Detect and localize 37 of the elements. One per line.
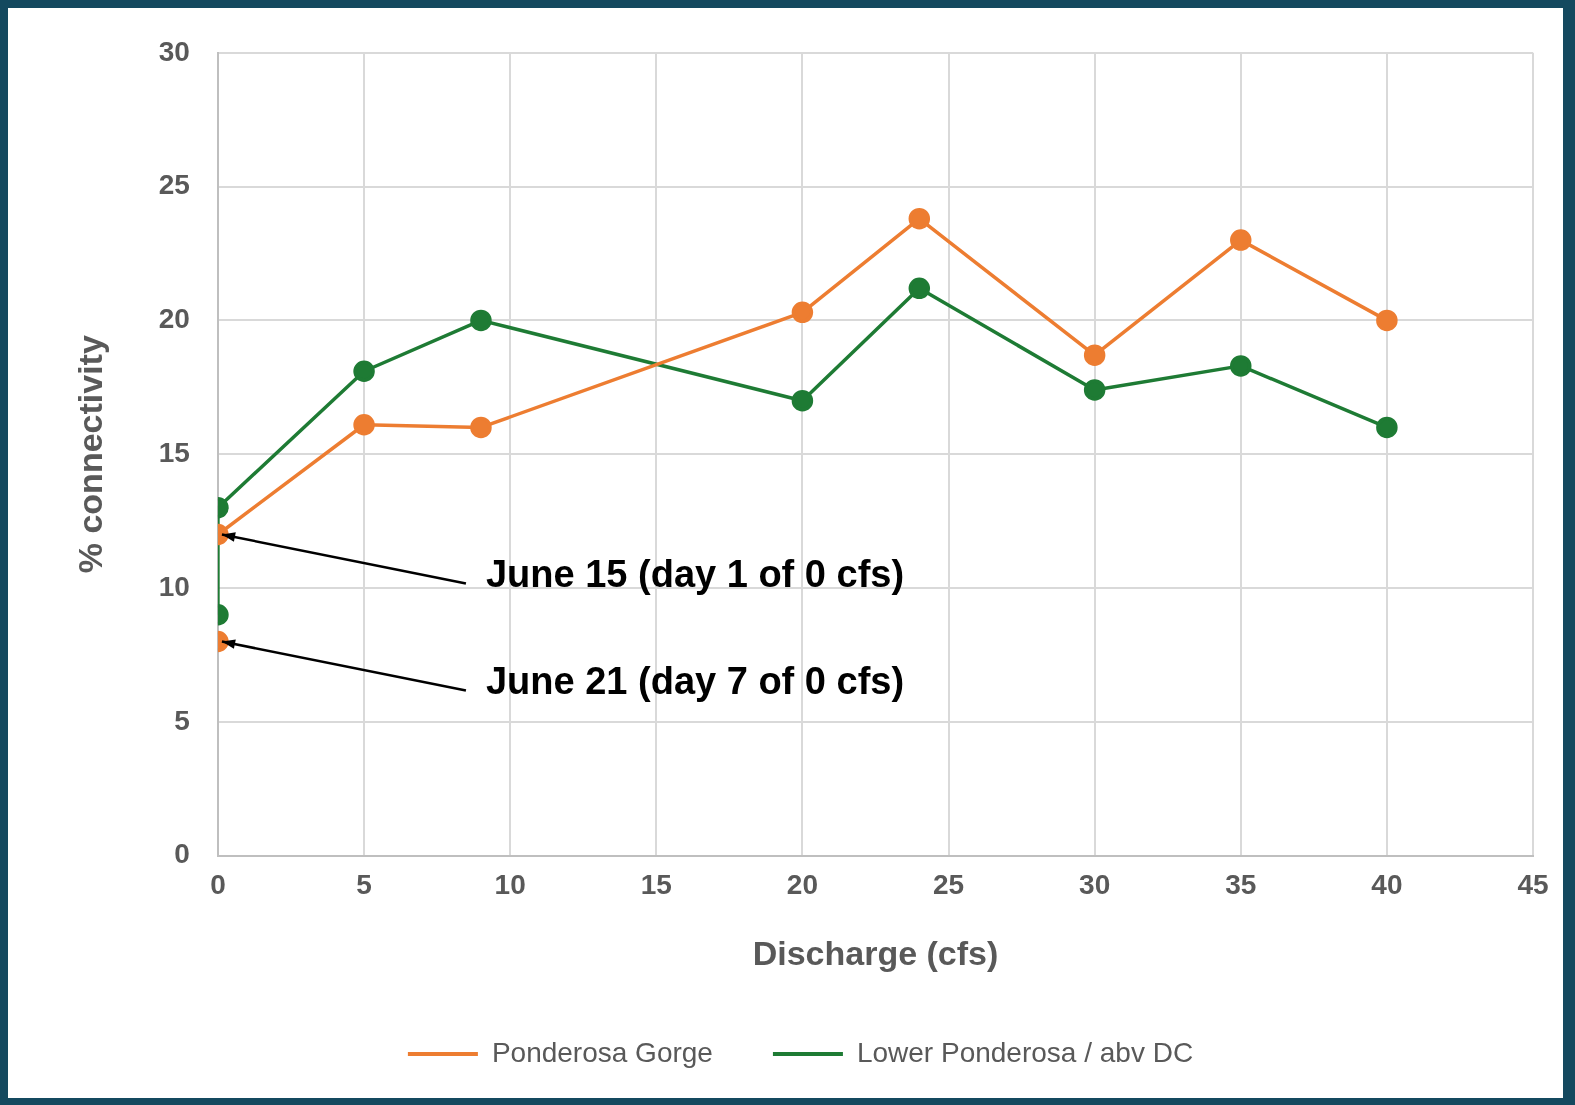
point xyxy=(353,360,375,382)
point xyxy=(1230,355,1252,377)
point xyxy=(908,207,931,230)
point xyxy=(908,277,931,300)
x-axis-title: Discharge (cfs) xyxy=(752,933,999,972)
legend-label: Ponderosa Gorge xyxy=(491,1036,713,1068)
y-tick-label: 15 xyxy=(158,436,190,468)
legend-label: Lower Ponderosa / abv DC xyxy=(856,1036,1194,1068)
x-tick-label: 0 xyxy=(210,869,226,901)
x-tick-label: 45 xyxy=(1517,869,1549,901)
y-tick-label: 10 xyxy=(158,570,190,602)
annotation: June 21 (day 7 of 0 cfs) xyxy=(485,659,905,702)
point xyxy=(1230,229,1252,251)
point xyxy=(1376,309,1398,332)
point xyxy=(1376,416,1398,439)
x-tick-label: 25 xyxy=(932,869,965,901)
point xyxy=(470,309,492,332)
x-tick-label: 30 xyxy=(1079,869,1111,901)
x-tick-label: 5 xyxy=(356,869,372,901)
x-tick-label: 40 xyxy=(1371,869,1403,901)
point xyxy=(1083,344,1106,366)
y-tick-label: 25 xyxy=(158,169,190,201)
y-tick-label: 0 xyxy=(174,838,190,870)
x-tick-label: 10 xyxy=(494,869,526,901)
y-tick-label: 30 xyxy=(158,35,190,67)
y-axis-title: % connectivity xyxy=(70,335,109,574)
annotation: June 15 (day 1 of 0 cfs) xyxy=(485,552,905,595)
x-tick-label: 35 xyxy=(1225,869,1257,901)
point xyxy=(1083,379,1106,401)
point xyxy=(470,416,492,439)
x-tick-label: 20 xyxy=(786,869,818,901)
point xyxy=(791,301,814,324)
point xyxy=(791,389,814,412)
point xyxy=(353,414,375,436)
x-tick-label: 15 xyxy=(640,869,672,901)
y-tick-label: 20 xyxy=(158,303,190,335)
y-tick-label: 5 xyxy=(174,704,190,736)
